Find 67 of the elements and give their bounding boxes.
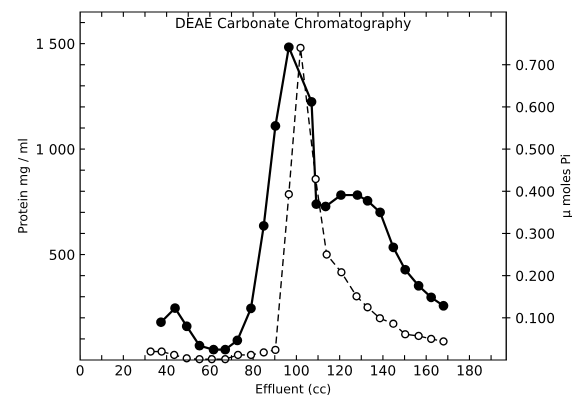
x-tick-label: 160	[414, 365, 439, 376]
point	[336, 190, 346, 200]
y2-tick-label: 0.600	[516, 102, 554, 112]
point	[389, 320, 398, 328]
point	[284, 190, 293, 198]
x-tick-label: 20	[116, 365, 132, 376]
y-tick-label: 1 000	[36, 144, 74, 155]
point	[208, 344, 218, 355]
x-tick-label: 140	[371, 365, 396, 376]
point	[400, 264, 410, 275]
point	[426, 292, 436, 302]
point	[363, 303, 372, 312]
x-tick-label: 0	[76, 365, 84, 376]
point	[156, 317, 166, 328]
point	[271, 346, 280, 354]
point	[306, 96, 316, 107]
y2-tick-label: 0.400	[516, 186, 554, 197]
point	[362, 196, 372, 206]
point	[388, 242, 398, 252]
point	[414, 332, 423, 340]
x-axis-title: Effluent (cc)	[256, 384, 330, 396]
y2-tick-label: 0.200	[516, 270, 554, 282]
point	[376, 314, 384, 322]
chart-title: DEAE Carbonate Chromatography	[176, 17, 411, 31]
point	[284, 42, 294, 52]
y-axis-title: Protein mg / ml	[18, 139, 30, 233]
x-tick-label: 180	[458, 365, 482, 376]
point	[414, 280, 424, 291]
point	[246, 303, 256, 314]
point	[426, 334, 436, 344]
y2-tick-label: 0.300	[516, 228, 554, 239]
point	[375, 208, 385, 218]
point	[311, 174, 320, 184]
x-tick-label: 60	[202, 365, 218, 376]
point	[439, 337, 448, 346]
point	[220, 344, 230, 355]
y2-tick-label: 0.500	[516, 144, 554, 155]
point	[296, 44, 305, 52]
x-tick-label: 40	[158, 365, 175, 376]
point	[401, 330, 410, 338]
point	[352, 292, 361, 300]
point	[182, 354, 191, 362]
y-tick-label: 500	[50, 250, 74, 260]
y2-tick-label: 0.100	[516, 312, 554, 324]
point	[322, 250, 331, 259]
x-tick-label: 120	[328, 365, 352, 376]
point	[246, 350, 256, 360]
x-tick-label: 100	[284, 365, 309, 376]
point	[170, 350, 178, 360]
point	[146, 347, 155, 356]
point	[157, 347, 166, 356]
y-tick-label: 1 500	[36, 38, 74, 50]
point	[260, 348, 268, 357]
point	[258, 221, 269, 231]
point	[232, 336, 242, 346]
point	[352, 190, 362, 200]
point	[182, 321, 192, 332]
y2-tick-label: 0.700	[516, 60, 554, 70]
point	[320, 202, 330, 212]
point	[270, 121, 280, 131]
point	[170, 303, 180, 313]
point	[337, 268, 346, 276]
point	[234, 350, 242, 360]
point	[438, 300, 448, 311]
x-tick-label: 80	[245, 365, 262, 376]
point	[311, 199, 322, 209]
point	[194, 340, 204, 351]
